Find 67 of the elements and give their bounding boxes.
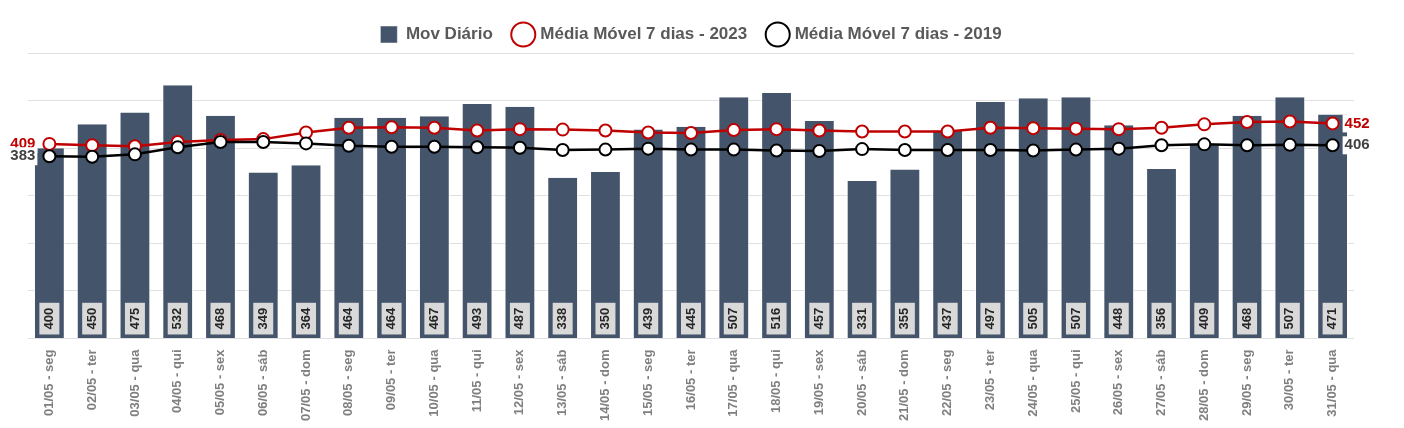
data-label: 505 — [1024, 307, 1040, 330]
data-label: 532 — [169, 307, 185, 330]
x-tick-label: 27/05 - sáb — [1153, 349, 1169, 416]
data-label: 468 — [212, 307, 228, 330]
data-label: 356 — [1153, 307, 1169, 330]
x-tick-label: 26/05 - sex — [1110, 348, 1126, 416]
data-label: 468 — [1238, 307, 1254, 330]
x-tick-label: 20/05 - sáb — [853, 349, 869, 416]
x-tick-label: 06/05 - sáb — [254, 349, 270, 416]
data-label: 450 — [83, 307, 99, 330]
x-tick-label: 21/05 - dom — [896, 349, 912, 422]
x-tick-label: 03/05 - qua — [126, 348, 142, 417]
legend-label: Média Móvel 7 dias - 2023 — [540, 24, 748, 44]
data-label: 497 — [982, 307, 997, 330]
data-label: 409 — [1195, 307, 1211, 330]
x-tick-label: 18/05 - qui — [768, 349, 784, 414]
data-label: 467 — [425, 307, 441, 330]
data-label: 445 — [682, 307, 698, 330]
data-label: 471 — [1324, 307, 1340, 330]
data-label: 487 — [511, 307, 527, 330]
data-label: 364 — [297, 307, 313, 330]
x-tick-label: 11/05 - qui — [468, 349, 484, 413]
x-tick-label: 12/05 - sex — [511, 348, 527, 416]
x-tick-label: 07/05 - dom — [297, 349, 313, 422]
data-label: 400 — [40, 307, 56, 330]
x-tick-label: 22/05 - seg — [939, 349, 955, 416]
data-label: 406 — [1344, 135, 1370, 153]
x-tick-label: 25/05 - qui — [1067, 349, 1083, 414]
x-tick-label: 16/05 - ter — [682, 349, 698, 411]
x-tick-label: 09/05 - ter — [383, 349, 399, 411]
x-tick-label: 19/05 - sex — [810, 348, 826, 416]
x-tick-label: 15/05 - seg — [639, 349, 655, 416]
data-label: 516 — [768, 307, 784, 330]
x-tick-label: 24/05 - qua — [1024, 348, 1040, 417]
data-label: 452 — [1344, 113, 1370, 131]
data-label: 350 — [597, 307, 613, 330]
data-label: 349 — [254, 307, 270, 330]
data-label: 475 — [126, 307, 142, 330]
data-label: 507 — [1067, 307, 1083, 330]
data-label: 437 — [939, 307, 955, 330]
x-tick-label: 29/05 - seg — [1238, 349, 1254, 416]
x-tick-label: 31/05 - qua — [1324, 348, 1340, 417]
data-label: 464 — [383, 307, 399, 330]
x-tick-label: 05/05 - sex — [212, 348, 228, 416]
x-tick-label: 28/05 - dom — [1195, 349, 1211, 422]
data-label: 331 — [853, 307, 869, 330]
x-tick-label: 02/05 - ter — [83, 349, 99, 411]
x-tick-label: 23/05 - ter — [982, 349, 997, 411]
data-label: 457 — [810, 307, 826, 330]
x-tick-label: 01/05 - seg — [40, 349, 56, 416]
data-label: 355 — [896, 307, 912, 330]
x-tick-label: 04/05 - qui — [169, 349, 185, 414]
data-label: 464 — [340, 307, 356, 330]
data-label: 338 — [554, 307, 570, 330]
data-label: 439 — [639, 307, 655, 330]
x-tick-label: 10/05 - qua — [425, 348, 441, 417]
data-label: 493 — [468, 307, 484, 330]
x-tick-label: 08/05 - seg — [340, 349, 356, 416]
data-label: 507 — [725, 307, 741, 330]
x-tick-label: 14/05 - dom — [597, 349, 613, 422]
data-label: 448 — [1110, 307, 1126, 330]
x-tick-label: 17/05 - qua — [725, 348, 741, 417]
x-tick-label: 13/05 - sáb — [554, 349, 570, 416]
x-tick-label: 30/05 - ter — [1281, 349, 1297, 411]
legend-label: Média Móvel 7 dias - 2019 — [794, 24, 1002, 44]
legend-label: Mov Diário — [405, 24, 493, 44]
data-label: 507 — [1281, 307, 1297, 330]
